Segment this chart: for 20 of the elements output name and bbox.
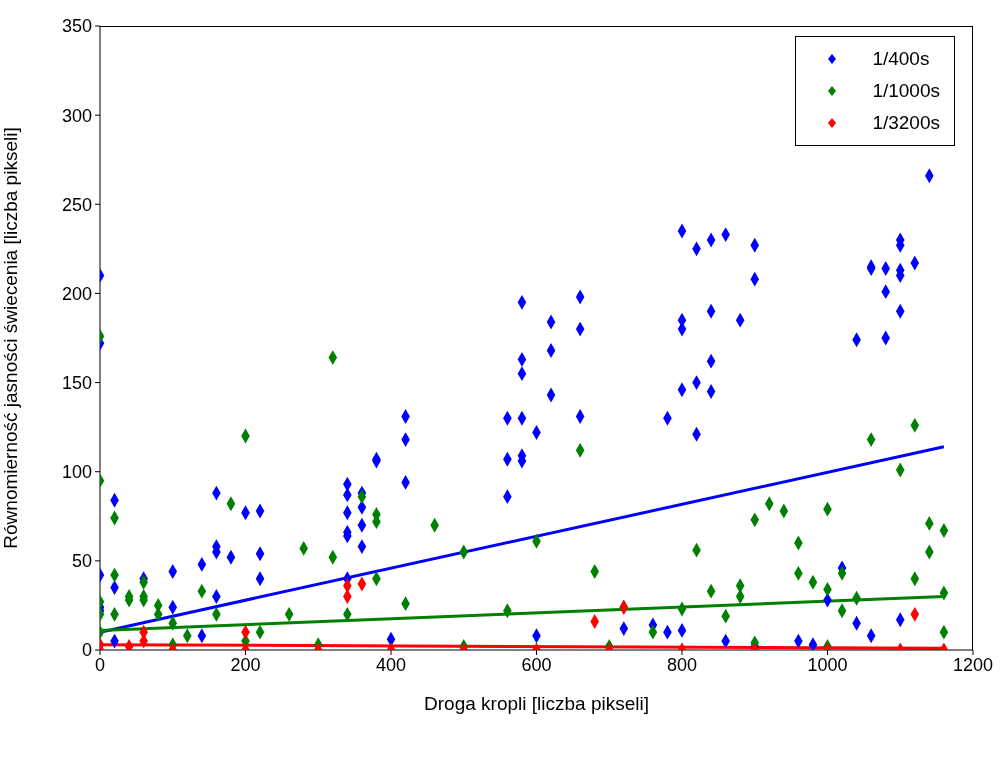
legend-label: 1/3200s xyxy=(872,111,940,135)
y-tick-label: 350 xyxy=(61,16,92,37)
y-axis-title: Równomierność jasności świecenia [liczba pikseli] xyxy=(0,127,21,549)
x-tick-label: 200 xyxy=(230,654,261,675)
x-tick-label: 800 xyxy=(666,654,698,675)
x-tick-label: 0 xyxy=(94,654,106,675)
x-tick-label: 600 xyxy=(521,654,552,675)
y-tick-label: 50 xyxy=(71,551,92,572)
x-axis-title: Droga kropli [liczba pikseli] xyxy=(424,693,649,714)
y-tick-label: 150 xyxy=(61,372,92,393)
y-tick-label: 0 xyxy=(81,640,92,661)
y-tick-label: 100 xyxy=(61,462,92,483)
x-tick-label: 1200 xyxy=(952,654,994,675)
legend-label: 1/1000s xyxy=(872,79,940,103)
legend-label: 1/400s xyxy=(872,47,930,71)
x-tick-label: 1000 xyxy=(807,654,848,675)
x-tick-label: 400 xyxy=(375,654,407,675)
y-tick-label: 250 xyxy=(61,194,92,215)
y-tick-label: 300 xyxy=(61,105,92,126)
y-tick-label: 200 xyxy=(61,283,92,304)
